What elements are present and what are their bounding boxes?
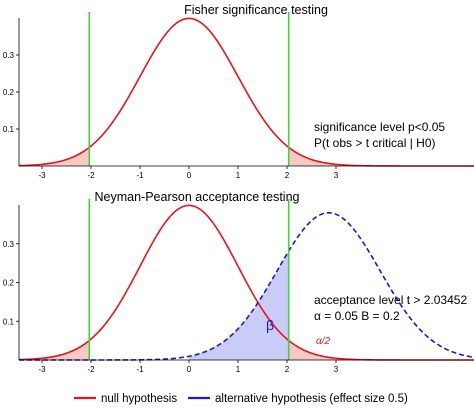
y-tick-label: 0.2	[3, 279, 15, 288]
x-tick-label: 2	[285, 365, 290, 374]
x-tick-label: -3	[38, 171, 46, 180]
x-tick-label: -1	[136, 365, 144, 374]
neyman-pearson-panel: Neyman-Pearson acceptance testing -3 -2 -1…	[3, 190, 474, 374]
y-tick-label: 0.2	[3, 88, 15, 97]
x-tick-label: -2	[87, 365, 95, 374]
x-tick-label: -2	[87, 171, 95, 180]
acceptance-label: acceptance level t > 2.03452	[314, 293, 467, 307]
fisher-panel: Fisher significance testing -3 -2 -1 0 1 2 3 0.…	[3, 3, 474, 180]
neyman-pearson-title: Neyman-Pearson acceptance testing	[95, 190, 300, 204]
right-tail-region	[288, 340, 474, 360]
x-tick-label: 3	[334, 365, 339, 374]
x-tick-label: -3	[38, 365, 46, 374]
legend: null hypothesis alternative hypothesis (…	[74, 393, 408, 405]
x-tick-label: 0	[187, 171, 192, 180]
significance-label: significance level p<0.05	[314, 120, 445, 134]
x-tick-label: -1	[136, 171, 144, 180]
x-tick-label: 1	[236, 171, 241, 180]
x-tick-label: 0	[187, 365, 192, 374]
beta-region-label: β	[266, 317, 274, 333]
left-tail-region	[19, 147, 90, 166]
legend-alternative-label: alternative hypothesis (effect size 0.5)	[215, 393, 408, 405]
x-tick-label: 1	[236, 365, 241, 374]
x-tick-label: 3	[334, 171, 339, 180]
y-tick-label: 0.3	[3, 240, 15, 249]
y-tick-label: 0.1	[3, 317, 15, 326]
x-tick-label: 2	[285, 171, 290, 180]
significance-probability-label: P(t obs > t critical | H0)	[314, 136, 435, 150]
alpha-half-region-label: α/2	[316, 336, 330, 347]
y-tick-label: 0.1	[3, 125, 15, 134]
fisher-title: Fisher significance testing	[184, 3, 328, 17]
y-tick-label: 0.3	[3, 51, 15, 60]
left-tail-region	[19, 340, 90, 360]
right-tail-region	[288, 147, 474, 166]
legend-null-label: null hypothesis	[101, 393, 177, 405]
alpha-beta-label: α = 0.05 Β = 0.2	[314, 309, 400, 323]
beta-region	[189, 251, 289, 360]
